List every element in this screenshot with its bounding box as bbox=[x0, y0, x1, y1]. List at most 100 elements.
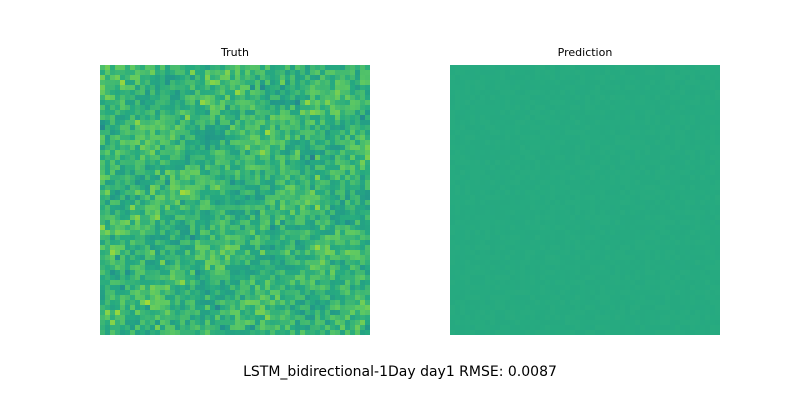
heatmap-cell bbox=[245, 110, 251, 116]
heatmap-cell bbox=[115, 180, 121, 186]
heatmap-cell bbox=[550, 140, 556, 146]
heatmap-cell bbox=[635, 150, 641, 156]
heatmap-cell bbox=[100, 150, 106, 156]
heatmap-cell bbox=[315, 310, 321, 316]
heatmap-cell bbox=[515, 145, 521, 151]
heatmap-cell bbox=[185, 130, 191, 136]
heatmap-cell bbox=[335, 70, 341, 76]
heatmap-cell bbox=[280, 100, 286, 106]
heatmap-cell bbox=[280, 75, 286, 81]
heatmap-cell bbox=[365, 110, 370, 116]
heatmap-cell bbox=[660, 245, 666, 251]
heatmap-cell bbox=[545, 230, 551, 236]
heatmap-cell bbox=[310, 255, 316, 261]
heatmap-cell bbox=[450, 165, 456, 171]
heatmap-cell bbox=[280, 295, 286, 301]
heatmap-cell bbox=[525, 185, 531, 191]
heatmap-cell bbox=[170, 330, 176, 335]
heatmap-cell bbox=[120, 295, 126, 301]
heatmap-cell bbox=[620, 65, 626, 71]
heatmap-cell bbox=[350, 75, 356, 81]
heatmap-cell bbox=[280, 140, 286, 146]
heatmap-cell bbox=[585, 80, 591, 86]
heatmap-cell bbox=[180, 265, 186, 271]
heatmap-cell bbox=[710, 95, 716, 101]
heatmap-cell bbox=[600, 160, 606, 166]
heatmap-cell bbox=[715, 95, 720, 101]
heatmap-cell bbox=[155, 275, 161, 281]
heatmap-cell bbox=[135, 140, 141, 146]
heatmap-cell bbox=[700, 75, 706, 81]
heatmap-cell bbox=[545, 240, 551, 246]
heatmap-cell bbox=[455, 200, 461, 206]
heatmap-cell bbox=[250, 305, 256, 311]
heatmap-cell bbox=[130, 320, 136, 326]
heatmap-cell bbox=[280, 120, 286, 126]
heatmap-cell bbox=[470, 110, 476, 116]
heatmap-cell bbox=[205, 290, 211, 296]
heatmap-cell bbox=[255, 295, 261, 301]
heatmap-cell bbox=[160, 305, 166, 311]
heatmap-cell bbox=[500, 185, 506, 191]
heatmap-cell bbox=[700, 115, 706, 121]
heatmap-cell bbox=[235, 180, 241, 186]
heatmap-cell bbox=[260, 190, 266, 196]
heatmap-cell bbox=[670, 195, 676, 201]
heatmap-cell bbox=[465, 65, 471, 71]
heatmap-cell bbox=[525, 180, 531, 186]
heatmap-cell bbox=[500, 215, 506, 221]
heatmap-cell bbox=[185, 290, 191, 296]
heatmap-cell bbox=[275, 215, 281, 221]
heatmap-cell bbox=[310, 190, 316, 196]
heatmap-cell bbox=[470, 175, 476, 181]
heatmap-cell bbox=[450, 195, 456, 201]
heatmap-cell bbox=[260, 100, 266, 106]
heatmap-cell bbox=[315, 175, 321, 181]
heatmap-cell bbox=[175, 235, 181, 241]
heatmap-cell bbox=[520, 245, 526, 251]
heatmap-cell bbox=[170, 135, 176, 141]
heatmap-cell bbox=[280, 135, 286, 141]
heatmap-cell bbox=[470, 235, 476, 241]
heatmap-cell bbox=[185, 100, 191, 106]
heatmap-cell bbox=[455, 75, 461, 81]
heatmap-cell bbox=[340, 310, 346, 316]
heatmap-cell bbox=[365, 190, 370, 196]
heatmap-cell bbox=[675, 75, 681, 81]
heatmap-cell bbox=[140, 95, 146, 101]
heatmap-cell bbox=[130, 180, 136, 186]
heatmap-cell bbox=[520, 230, 526, 236]
heatmap-cell bbox=[575, 120, 581, 126]
heatmap-cell bbox=[645, 175, 651, 181]
heatmap-cell bbox=[340, 110, 346, 116]
heatmap-cell bbox=[710, 210, 716, 216]
heatmap-cell bbox=[355, 140, 361, 146]
heatmap-cell bbox=[210, 170, 216, 176]
heatmap-cell bbox=[155, 200, 161, 206]
heatmap-cell bbox=[480, 70, 486, 76]
heatmap-cell bbox=[305, 235, 311, 241]
heatmap-cell bbox=[465, 140, 471, 146]
heatmap-cell bbox=[335, 270, 341, 276]
heatmap-cell bbox=[170, 225, 176, 231]
heatmap-cell bbox=[330, 65, 336, 71]
heatmap-cell bbox=[710, 190, 716, 196]
heatmap-cell bbox=[490, 195, 496, 201]
heatmap-cell bbox=[330, 250, 336, 256]
heatmap-cell bbox=[135, 210, 141, 216]
heatmap-cell bbox=[360, 95, 366, 101]
heatmap-cell bbox=[330, 215, 336, 221]
heatmap-cell bbox=[460, 115, 466, 121]
heatmap-cell bbox=[710, 70, 716, 76]
heatmap-cell bbox=[195, 315, 201, 321]
heatmap-cell bbox=[530, 160, 536, 166]
heatmap-cell bbox=[670, 175, 676, 181]
heatmap-cell bbox=[120, 150, 126, 156]
heatmap-cell bbox=[635, 120, 641, 126]
heatmap-cell bbox=[360, 180, 366, 186]
heatmap-cell bbox=[170, 160, 176, 166]
heatmap-cell bbox=[130, 270, 136, 276]
heatmap-cell bbox=[655, 130, 661, 136]
heatmap-cell bbox=[545, 165, 551, 171]
heatmap-cell bbox=[640, 95, 646, 101]
